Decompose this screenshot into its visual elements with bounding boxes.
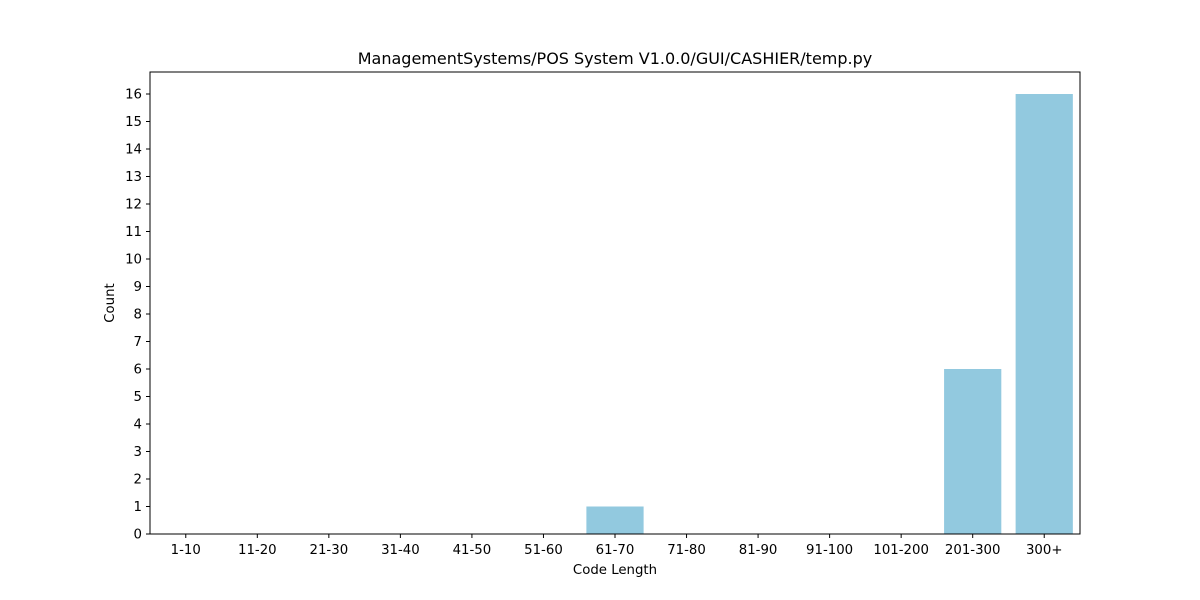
x-tick-label: 71-80 <box>667 543 706 558</box>
y-tick-label: 1 <box>134 500 142 515</box>
y-tick-label: 0 <box>134 528 142 543</box>
x-tick-label: 91-100 <box>806 543 853 558</box>
x-tick-label: 31-40 <box>381 543 420 558</box>
x-tick-label: 61-70 <box>596 543 635 558</box>
x-tick-label: 300+ <box>1026 543 1063 558</box>
y-tick-label: 3 <box>134 445 142 460</box>
y-tick-label: 2 <box>134 473 142 488</box>
y-tick-label: 6 <box>134 363 142 378</box>
bar-201-300 <box>944 369 1002 534</box>
x-tick-label: 11-20 <box>238 543 277 558</box>
y-tick-label: 10 <box>125 253 142 268</box>
y-tick-label: 16 <box>125 88 142 103</box>
bar-61-70 <box>586 506 644 534</box>
x-tick-label: 1-10 <box>171 543 201 558</box>
bars-layer <box>586 94 1073 534</box>
x-axis-label: Code Length <box>573 563 657 578</box>
x-tick-label: 41-50 <box>453 543 492 558</box>
chart-title: ManagementSystems/POS System V1.0.0/GUI/… <box>358 49 873 68</box>
x-tick-label: 101-200 <box>873 543 929 558</box>
y-tick-label: 7 <box>134 335 142 350</box>
x-tick-label: 51-60 <box>524 543 563 558</box>
x-tick-label: 81-90 <box>739 543 778 558</box>
y-tick-label: 11 <box>125 225 142 240</box>
y-tick-label: 5 <box>134 390 142 405</box>
bar-300+ <box>1015 94 1073 534</box>
x-axis: 1-10 11-20 21-30 31-40 41-50 51-60 61-70 71-80 8… <box>171 534 1063 558</box>
y-tick-label: 4 <box>134 418 142 433</box>
y-tick-label: 13 <box>125 170 142 185</box>
x-tick-label: 21-30 <box>310 543 349 558</box>
y-tick-label: 8 <box>134 308 142 323</box>
y-tick-label: 9 <box>134 280 142 295</box>
y-tick-label: 12 <box>125 198 142 213</box>
y-tick-label: 14 <box>125 143 142 158</box>
y-tick-label: 15 <box>125 115 142 130</box>
y-axis-label: Count <box>103 283 118 323</box>
x-tick-label: 201-300 <box>945 543 1001 558</box>
